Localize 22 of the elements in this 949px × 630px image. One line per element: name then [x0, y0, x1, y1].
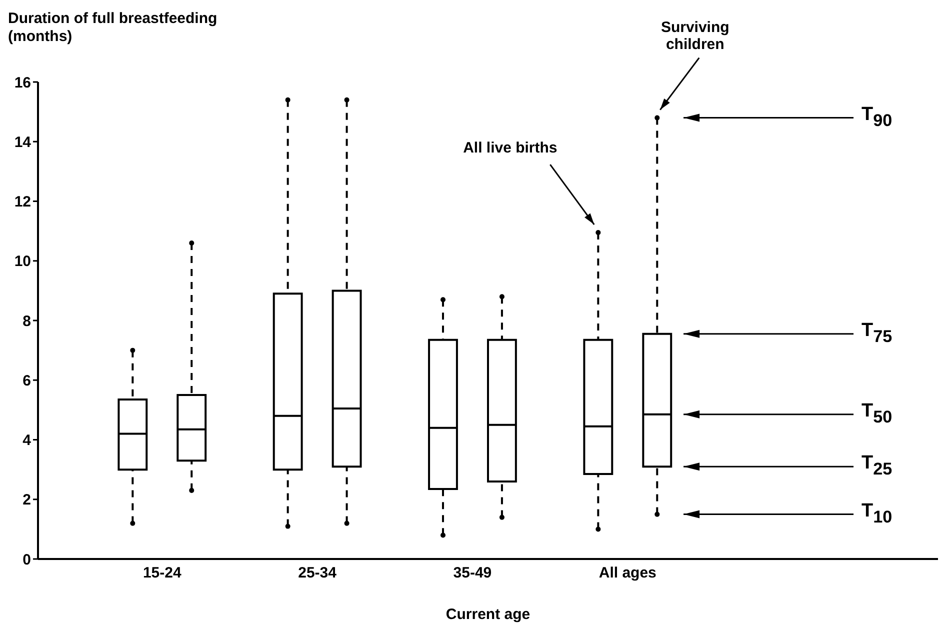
y-tick-label: 4: [22, 432, 32, 450]
y-tick-label: 8: [22, 312, 31, 330]
text: T$_{75}$: [862, 320, 893, 346]
text: Surviving children: [660, 18, 730, 53]
y-tick-label: 14: [14, 134, 32, 151]
x-tick-label: 25-34: [298, 564, 338, 582]
y-tick-label: 0: [22, 551, 31, 568]
text: T$_{90}$: [862, 104, 892, 130]
y-tick-label: 2: [22, 492, 31, 509]
y-axis-title: Duration of full breastfeeding (months): [8, 10, 218, 46]
y-tick-label: 16: [14, 74, 31, 92]
x-tick-label: All ages: [598, 564, 656, 582]
y-tick-label: 10: [14, 253, 31, 270]
y-tick-label: 6: [22, 372, 31, 390]
text: T$_{50}$: [862, 400, 892, 426]
text: T$_{25}$: [862, 452, 893, 479]
x-axis-title: Current age: [446, 606, 530, 623]
x-tick-label: 15-24: [142, 564, 182, 582]
y-tick-label: 12: [14, 194, 31, 211]
annotation: All live births: [463, 140, 558, 157]
x-tick-label: 35-49: [453, 564, 492, 582]
text: T$_{10}$: [862, 500, 892, 526]
